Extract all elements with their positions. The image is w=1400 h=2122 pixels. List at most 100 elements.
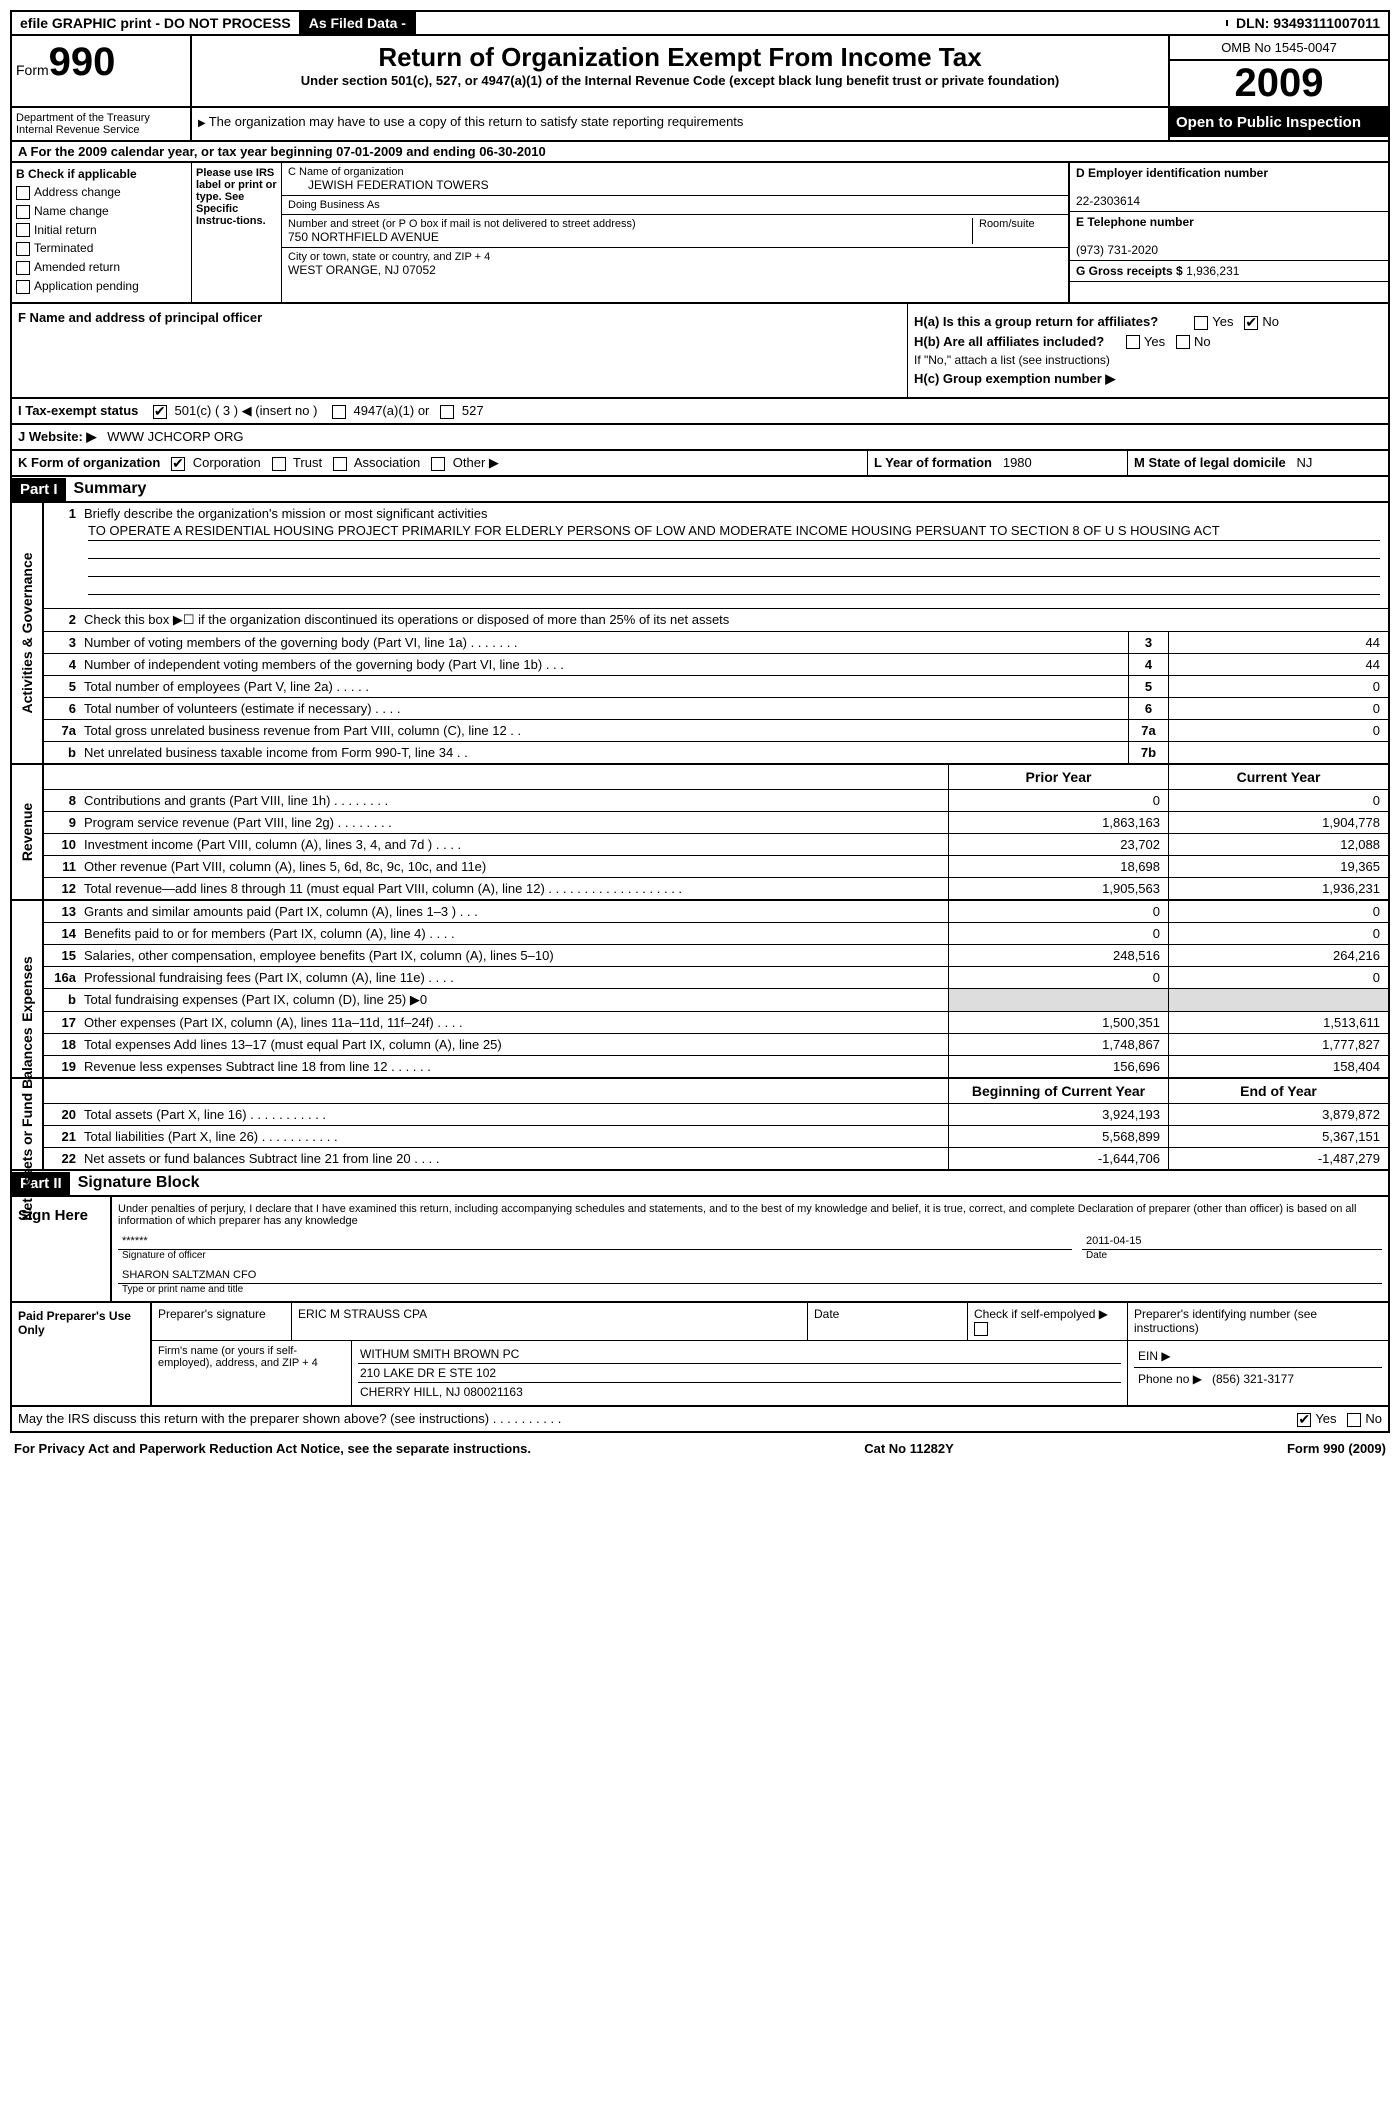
form-header: Form990 Return of Organization Exempt Fr… — [10, 36, 1390, 108]
line-klm: K Form of organization Corporation Trust… — [10, 451, 1390, 477]
chk-4947[interactable] — [332, 405, 346, 419]
chk-501c[interactable] — [153, 405, 167, 419]
copy-note: The organization may have to use a copy … — [192, 108, 1168, 140]
chk-corp[interactable] — [171, 457, 185, 471]
col-irs-instr: Please use IRS label or print or type. S… — [192, 163, 282, 302]
city: WEST ORANGE, NJ 07052 — [288, 263, 1062, 277]
chk-amended[interactable] — [16, 261, 30, 275]
table-row: 22Net assets or fund balances Subtract l… — [44, 1148, 1388, 1169]
open-public-wrap: Open to Public Inspection — [1168, 108, 1388, 140]
chk-hb-yes[interactable] — [1126, 335, 1140, 349]
table-row: bTotal fundraising expenses (Part IX, co… — [44, 989, 1388, 1012]
table-row: 18Total expenses Add lines 13–17 (must e… — [44, 1034, 1388, 1056]
chk-assoc[interactable] — [333, 457, 347, 471]
table-row: 20Total assets (Part X, line 16) . . . .… — [44, 1104, 1388, 1126]
chk-discuss-yes[interactable] — [1297, 1413, 1311, 1427]
rev-section: Revenue Prior YearCurrent Year 8Contribu… — [10, 765, 1390, 901]
chk-name[interactable] — [16, 205, 30, 219]
asfiled-label: As Filed Data - — [301, 12, 416, 34]
chk-pending[interactable] — [16, 280, 30, 294]
table-row: 13Grants and similar amounts paid (Part … — [44, 901, 1388, 923]
col-c: C Name of organization JEWISH FEDERATION… — [282, 163, 1068, 302]
vlabel-net: Net Assets or Fund Balances — [12, 1079, 44, 1169]
part2-title: Signature Block — [70, 1171, 208, 1195]
sig-block: Sign Here Under penalties of perjury, I … — [10, 1197, 1390, 1303]
ein: 22-2303614 — [1076, 194, 1382, 208]
form-title: Return of Organization Exempt From Incom… — [198, 42, 1162, 73]
gov-section: Activities & Governance 1 Briefly descri… — [10, 503, 1390, 765]
section-a: A For the 2009 calendar year, or tax yea… — [10, 142, 1390, 163]
vlabel-gov: Activities & Governance — [12, 503, 44, 763]
net-section: Net Assets or Fund Balances Beginning of… — [10, 1079, 1390, 1171]
part1-bar: Part I Summary — [10, 477, 1390, 503]
topbar-spacer — [416, 20, 1228, 26]
open-public: Open to Public Inspection — [1170, 108, 1388, 137]
footer: For Privacy Act and Paperwork Reduction … — [10, 1433, 1390, 1464]
efile-label: efile GRAPHIC print - DO NOT PROCESS — [12, 12, 301, 34]
firm-name: WITHUM SMITH BROWN PC — [358, 1345, 1121, 1364]
table-row: 16aProfessional fundraising fees (Part I… — [44, 967, 1388, 989]
header-mid: Return of Organization Exempt From Incom… — [192, 36, 1168, 106]
org-name: JEWISH FEDERATION TOWERS — [288, 178, 1062, 192]
omb-number: OMB No 1545-0047 — [1170, 36, 1388, 61]
dln: DLN: 93493111007011 — [1228, 12, 1388, 34]
prep-phone: (856) 321-3177 — [1212, 1372, 1294, 1386]
chk-hb-no[interactable] — [1176, 335, 1190, 349]
dept-treasury: Department of the Treasury Internal Reve… — [12, 108, 192, 140]
mission-text: TO OPERATE A RESIDENTIAL HOUSING PROJECT… — [88, 523, 1380, 541]
part1-title: Summary — [66, 477, 155, 501]
chk-initial[interactable] — [16, 223, 30, 237]
firm-addr2: CHERRY HILL, NJ 080021163 — [358, 1383, 1121, 1401]
phone: (973) 731-2020 — [1076, 243, 1382, 257]
irs-row: Department of the Treasury Internal Reve… — [10, 108, 1390, 142]
table-row: 15Salaries, other compensation, employee… — [44, 945, 1388, 967]
table-row: 9Program service revenue (Part VIII, lin… — [44, 812, 1388, 834]
chk-self-employed[interactable] — [974, 1322, 988, 1336]
table-row: 14Benefits paid to or for members (Part … — [44, 923, 1388, 945]
table-row: 8Contributions and grants (Part VIII, li… — [44, 790, 1388, 812]
chk-other[interactable] — [431, 457, 445, 471]
line-j: J Website: ▶ WWW JCHCORP ORG — [10, 425, 1390, 451]
officer-sig: ****** — [118, 1233, 1072, 1250]
top-bar: efile GRAPHIC print - DO NOT PROCESS As … — [10, 10, 1390, 36]
table-row: 21Total liabilities (Part X, line 26) . … — [44, 1126, 1388, 1148]
preparer-sig: ERIC M STRAUSS CPA — [292, 1303, 808, 1340]
officer-name: SHARON SALTZMAN CFO — [118, 1267, 1382, 1284]
vlabel-rev: Revenue — [12, 765, 44, 899]
col-f: F Name and address of principal officer — [12, 304, 908, 397]
tax-year: 2009 — [1170, 61, 1388, 106]
chk-address[interactable] — [16, 186, 30, 200]
preparer-label: Paid Preparer's Use Only — [12, 1303, 152, 1405]
part1-hdr: Part I — [12, 478, 66, 501]
block-fh: F Name and address of principal officer … — [10, 304, 1390, 399]
chk-ha-yes[interactable] — [1194, 316, 1208, 330]
line-i: I Tax-exempt status 501(c) ( 3 ) ◀ (inse… — [10, 399, 1390, 425]
table-row: 11Other revenue (Part VIII, column (A), … — [44, 856, 1388, 878]
table-row: 19Revenue less expenses Subtract line 18… — [44, 1056, 1388, 1077]
part2-bar: Part II Signature Block — [10, 1171, 1390, 1197]
table-row: 10Investment income (Part VIII, column (… — [44, 834, 1388, 856]
chk-trust[interactable] — [272, 457, 286, 471]
firm-addr1: 210 LAKE DR E STE 102 — [358, 1364, 1121, 1383]
chk-ha-no[interactable] — [1244, 316, 1258, 330]
block-bcd: B Check if applicable Address change Nam… — [10, 163, 1390, 304]
form-number: 990 — [49, 40, 116, 84]
col-b: B Check if applicable Address change Nam… — [12, 163, 192, 302]
chk-discuss-no[interactable] — [1347, 1413, 1361, 1427]
discuss-row: May the IRS discuss this return with the… — [10, 1407, 1390, 1433]
gross-receipts: 1,936,231 — [1186, 264, 1239, 278]
street: 750 NORTHFIELD AVENUE — [288, 230, 972, 244]
col-d: D Employer identification number 22-2303… — [1068, 163, 1388, 302]
table-row: 17Other expenses (Part IX, column (A), l… — [44, 1012, 1388, 1034]
penalty-text: Under penalties of perjury, I declare th… — [118, 1203, 1382, 1227]
exp-section: Expenses 13Grants and similar amounts pa… — [10, 901, 1390, 1079]
form-subtitle: Under section 501(c), 527, or 4947(a)(1)… — [198, 73, 1162, 88]
preparer-block: Paid Preparer's Use Only Preparer's sign… — [10, 1303, 1390, 1407]
col-h: H(a) Is this a group return for affiliat… — [908, 304, 1388, 397]
header-left: Form990 — [12, 36, 192, 106]
chk-terminated[interactable] — [16, 242, 30, 256]
sig-date: 2011-04-15 — [1082, 1233, 1382, 1250]
header-right: OMB No 1545-0047 2009 — [1168, 36, 1388, 106]
website: WWW JCHCORP ORG — [107, 429, 243, 444]
chk-527[interactable] — [440, 405, 454, 419]
